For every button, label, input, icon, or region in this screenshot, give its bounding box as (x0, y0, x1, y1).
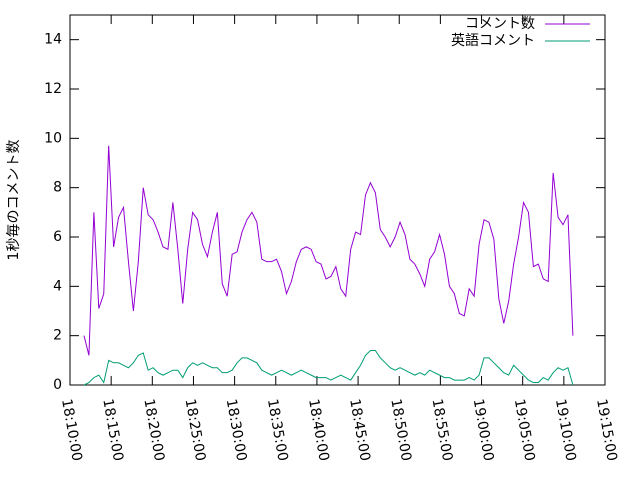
y-tick-label: 14 (44, 32, 62, 48)
x-tick-label: 19:15:00 (593, 398, 620, 463)
x-tick-label: 18:40:00 (305, 398, 332, 463)
x-tick-label: 18:50:00 (387, 398, 414, 463)
x-tick-label: 18:35:00 (264, 398, 291, 463)
x-tick-label: 18:30:00 (223, 398, 250, 463)
y-tick-label: 10 (44, 130, 62, 146)
series-line (83, 349, 574, 386)
legend-label: コメント数 (465, 16, 535, 32)
y-tick-label: 12 (44, 81, 62, 97)
y-tick-label: 0 (53, 377, 62, 393)
y-tick-label: 6 (53, 229, 62, 245)
x-tick-label: 19:00:00 (470, 398, 497, 463)
x-tick-label: 18:15:00 (99, 398, 126, 463)
x-tick-label: 18:20:00 (140, 398, 167, 463)
y-tick-label: 8 (53, 180, 62, 196)
legend-label: 英語コメント (451, 32, 535, 49)
x-tick-label: 19:10:00 (552, 398, 579, 463)
x-tick-label: 18:45:00 (346, 398, 373, 463)
x-tick-label: 18:55:00 (429, 398, 456, 463)
x-tick-label: 18:25:00 (182, 398, 209, 463)
y-axis-label: 1秒毎のコメント数 (6, 140, 22, 261)
plot-border (69, 14, 606, 386)
series-line (83, 145, 574, 356)
x-tick-label: 18:10:00 (58, 398, 85, 463)
x-tick-label: 19:05:00 (511, 398, 538, 463)
y-tick-label: 4 (53, 278, 62, 294)
y-tick-label: 2 (53, 328, 62, 344)
